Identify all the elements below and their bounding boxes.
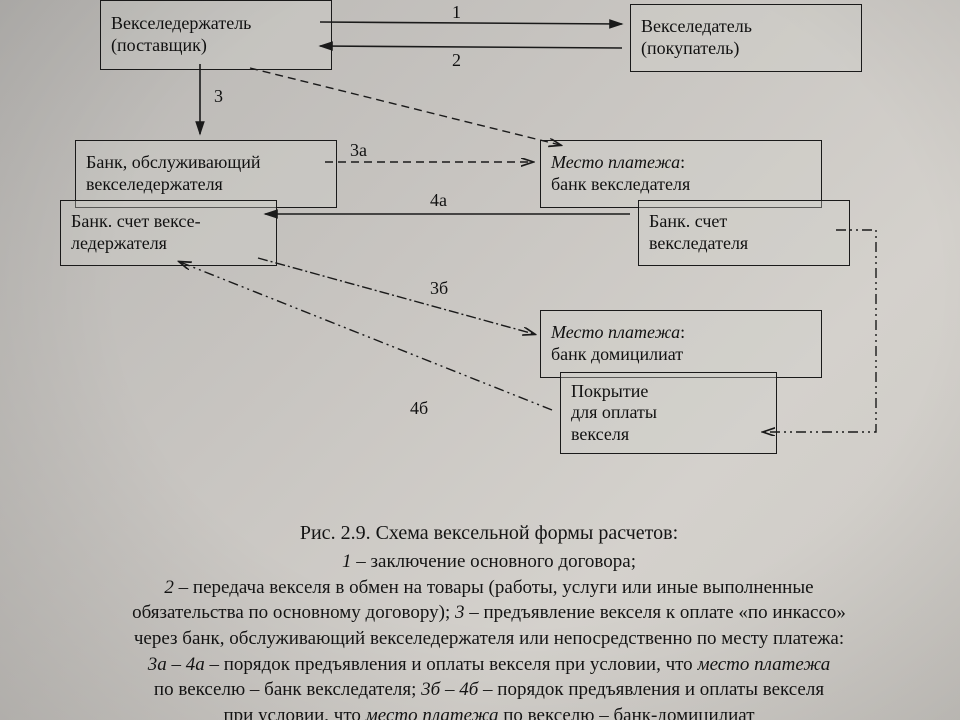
edge-label-4b: 4б: [410, 398, 428, 419]
node-place-b-line2: банк домицилиат: [551, 344, 811, 366]
node-place-b-line1: Место платежа:: [551, 322, 811, 344]
caption-line-7: при условии, что место платежа по вексел…: [223, 705, 754, 720]
node-place-b: Место платежа: банк домицилиат: [540, 310, 822, 378]
node-account-drawer: Банк. счет векследателя: [638, 200, 850, 266]
edge-label-3: 3: [214, 86, 223, 107]
node-place-a-line2: банк векследателя: [551, 174, 811, 196]
node-cover-line2: для оплаты: [571, 402, 766, 424]
caption-title: Рис. 2.9. Схема вексельной формы расчето…: [48, 520, 930, 547]
node-holder: Векселедержатель (поставщик): [100, 0, 332, 70]
node-account-drawer-line1: Банк. счет: [649, 211, 839, 233]
node-place-a: Место платежа: банк векследателя: [540, 140, 822, 208]
node-holder-line2: (поставщик): [111, 35, 321, 57]
node-drawer-line1: Векселедатель: [641, 16, 851, 38]
node-bank-holder-line1: Банк, обслуживающий: [86, 152, 326, 174]
page: Векселедержатель (поставщик) Векселедате…: [0, 0, 960, 720]
node-cover: Покрытие для оплаты векселя: [560, 372, 777, 454]
edge-label-4a: 4а: [430, 190, 447, 211]
node-cover-line1: Покрытие: [571, 381, 766, 403]
edge-label-3b: 3б: [430, 278, 448, 299]
caption-line-1: 1 – заключение основного договора;: [342, 551, 636, 572]
edge-label-2: 2: [452, 50, 461, 71]
node-account-holder: Банк. счет вексе- ледержателя: [60, 200, 277, 266]
node-bank-holder-line2: векселедержателя: [86, 174, 326, 196]
caption-line-4: через банк, обслуживающий векселедержате…: [134, 628, 844, 649]
caption-line-5: 3а – 4а – порядок предъявления и оплаты …: [148, 654, 831, 675]
node-place-b-line1-rest: :: [680, 322, 685, 342]
node-place-a-line1-rest: :: [680, 152, 685, 172]
caption-line-6: по векселю – банк векследателя; 3б – 4б …: [154, 679, 824, 700]
node-drawer: Векселедатель (покупатель): [630, 4, 862, 72]
node-holder-line1: Векселедержатель: [111, 13, 321, 35]
node-account-holder-line2: ледержателя: [71, 233, 266, 255]
node-bank-holder: Банк, обслуживающий векселедержателя: [75, 140, 337, 208]
node-place-a-line1-it: Место платежа: [551, 152, 680, 172]
caption-line-2: 2 – передача векселя в обмен на товары (…: [164, 577, 813, 598]
node-place-b-line1-it: Место платежа: [551, 322, 680, 342]
edge-label-3a: 3а: [350, 140, 367, 161]
node-place-a-line1: Место платежа:: [551, 152, 811, 174]
node-drawer-line2: (покупатель): [641, 38, 851, 60]
node-account-drawer-line2: векследателя: [649, 233, 839, 255]
caption-line-3: обязательства по основному договору); 3 …: [132, 602, 846, 623]
node-account-holder-line1: Банк. счет вексе-: [71, 211, 266, 233]
node-cover-line3: векселя: [571, 424, 766, 446]
edge-label-1: 1: [452, 2, 461, 23]
figure-caption: Рис. 2.9. Схема вексельной формы расчето…: [48, 520, 930, 720]
